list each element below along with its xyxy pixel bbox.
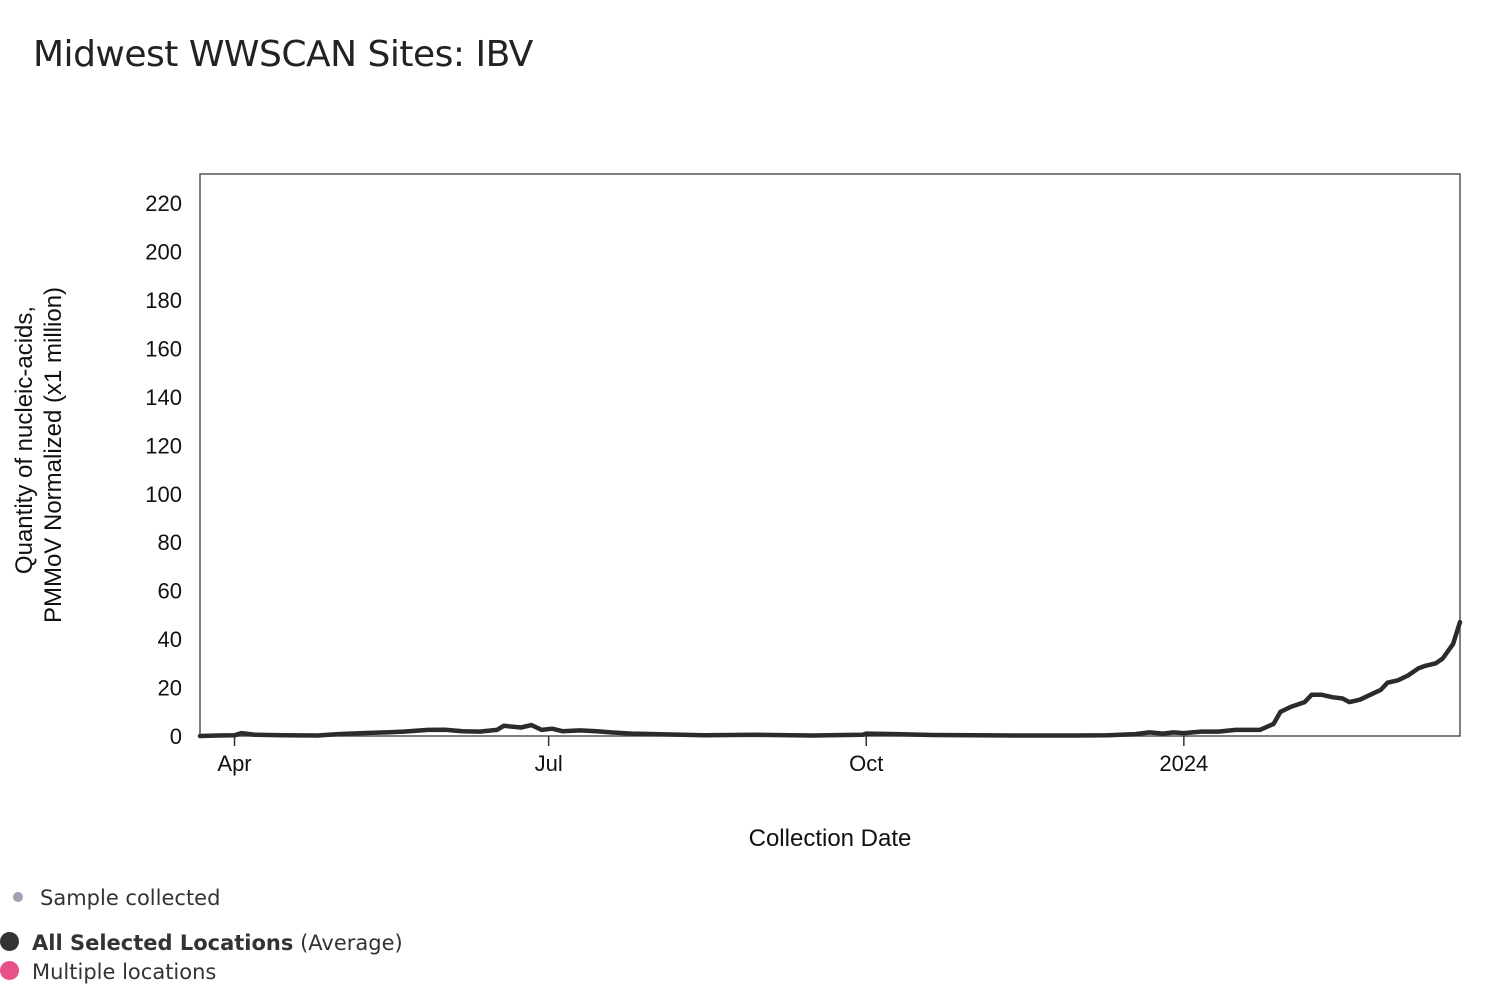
plot-area-frame [199,173,1461,737]
y-tick-label: 80 [158,530,182,555]
average-dot-icon [0,932,19,951]
x-tick-label: Jul [535,751,563,776]
y-tick-label: 160 [145,336,182,361]
legend-label-sample-collected: Sample collected [40,886,221,910]
y-axis: 0 20 40 60 80 100 120 140 160 180 200 220 [145,191,182,749]
sample-dot-icon [13,892,23,902]
y-tick-label: 20 [158,676,182,701]
y-axis-title-line2: PMMoV Normalized (x1 million) [40,287,67,623]
y-tick-label: 180 [145,288,182,313]
legend-label-average: All Selected Locations [32,931,294,955]
multiple-locations-dot-icon [0,961,19,980]
y-tick-label: 140 [145,385,182,410]
x-axis-title: Collection Date [749,825,912,852]
y-tick-label: 120 [145,433,182,458]
x-axis: Apr Jul Oct 2024 [217,736,1208,776]
y-tick-label: 100 [145,482,182,507]
legend-label-multiple-locations: Multiple locations [32,960,217,984]
y-tick-label: 200 [145,240,182,265]
y-tick-label: 60 [158,579,182,604]
legend-label-average-suffix: (Average) [293,931,403,955]
x-tick-label: Apr [217,751,251,776]
x-tick-label: 2024 [1159,751,1208,776]
y-tick-label: 40 [158,627,182,652]
page-title: Midwest WWSCAN Sites: IBV [33,34,533,75]
y-axis-title-line1: Quantity of nucleic-acids, [11,306,38,574]
y-tick-label: 0 [170,724,182,749]
average-series-line [197,619,1463,739]
x-tick-label: Oct [849,751,883,776]
y-tick-label: 220 [145,191,182,216]
